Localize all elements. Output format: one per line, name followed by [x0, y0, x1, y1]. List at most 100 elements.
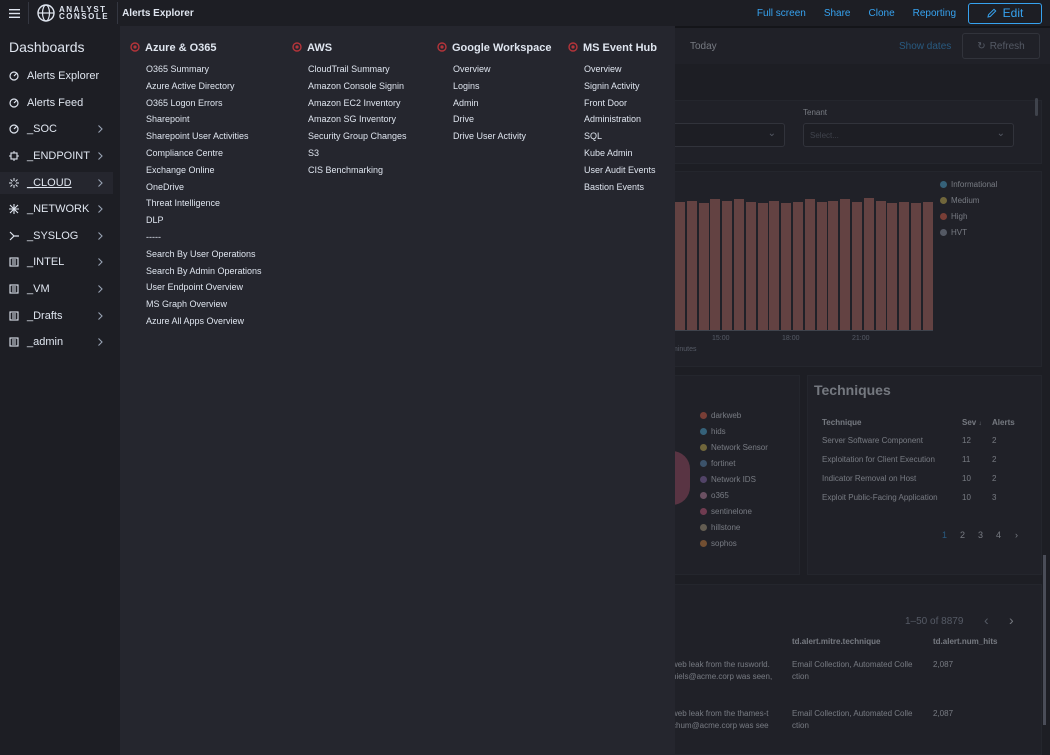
technique-column-header[interactable]: Technique — [822, 418, 862, 427]
menu-item[interactable]: CloudTrail Summary — [308, 64, 390, 74]
edit-button[interactable]: Edit — [968, 2, 1042, 24]
menu-item[interactable]: Administration — [584, 114, 642, 125]
histogram-bar[interactable] — [710, 199, 721, 330]
histogram-bar[interactable] — [793, 202, 803, 330]
menu-item[interactable]: MS Graph Overview — [146, 299, 228, 310]
menu-item[interactable]: Exchange Online — [146, 164, 215, 175]
menu-item[interactable]: Azure All Apps Overview — [146, 315, 245, 326]
sidebar-item-endpoint[interactable]: _ENDPOINT — [0, 145, 113, 167]
menu-item[interactable]: Security Group Changes — [308, 131, 407, 142]
technique-column-header[interactable]: td.alert.mitre.technique — [792, 637, 881, 646]
menu-item[interactable]: O365 Summary — [146, 64, 210, 74]
full-screen-link[interactable]: Full screen — [756, 7, 806, 19]
sidebar-item-vm[interactable]: _VM — [0, 278, 113, 300]
menu-item[interactable]: Admin — [453, 97, 479, 108]
today-quick-select[interactable]: Today — [690, 41, 717, 52]
menu-item[interactable]: Compliance Centre — [146, 147, 224, 158]
menu-item[interactable]: Threat Intelligence — [146, 198, 221, 209]
show-dates-link[interactable]: Show dates — [899, 41, 952, 52]
menu-item[interactable]: Azure Active Directory — [146, 80, 235, 91]
legend-item[interactable]: High — [940, 212, 967, 221]
menu-item[interactable]: User Endpoint Overview — [146, 282, 244, 293]
menu-item[interactable]: S3 — [308, 147, 320, 158]
histogram-bar[interactable] — [911, 203, 921, 330]
histogram-bar[interactable] — [922, 202, 933, 330]
filter-scrollbar[interactable] — [1035, 98, 1038, 116]
source-legend-item[interactable]: o365 — [700, 491, 729, 500]
source-legend-item[interactable]: sophos — [700, 539, 737, 548]
source-legend-item[interactable]: hillstone — [700, 523, 740, 532]
source-legend-item[interactable]: hids — [700, 427, 726, 436]
histogram-bar[interactable] — [698, 203, 709, 330]
sidebar-item-drafts[interactable]: _Drafts — [0, 305, 113, 327]
menu-item[interactable]: DLP — [146, 215, 164, 226]
source-legend-item[interactable]: sentinelone — [700, 507, 752, 516]
histogram-bar[interactable] — [781, 203, 792, 330]
histogram-bar[interactable] — [745, 202, 756, 330]
source-legend-item[interactable]: darkweb — [700, 411, 741, 420]
histogram-bar[interactable] — [757, 203, 768, 330]
menu-item[interactable]: Drive — [453, 114, 475, 125]
prev-page-icon[interactable]: ‹ — [984, 612, 989, 628]
legend-item[interactable]: Informational — [940, 180, 997, 189]
menu-item[interactable]: Logins — [453, 80, 480, 91]
breadcrumb[interactable]: Alerts Explorer — [122, 7, 194, 19]
legend-item[interactable]: Medium — [940, 196, 979, 205]
reporting-link[interactable]: Reporting — [912, 7, 956, 19]
menu-item[interactable]: Kube Admin — [584, 147, 633, 158]
histogram-bar[interactable] — [769, 201, 780, 330]
menu-item[interactable]: OneDrive — [146, 181, 185, 192]
histogram-bar[interactable] — [828, 201, 839, 330]
source-legend-item[interactable]: fortinet — [700, 459, 735, 468]
clone-link[interactable]: Clone — [868, 7, 895, 19]
histogram-bar[interactable] — [852, 202, 862, 330]
source-legend-item[interactable]: Network IDS — [700, 475, 756, 484]
menu-item[interactable]: Front Door — [584, 97, 628, 108]
page-2[interactable]: 2 — [960, 530, 966, 540]
menu-item[interactable]: Search By Admin Operations — [146, 265, 262, 276]
histogram-bar[interactable] — [722, 201, 733, 330]
sev-column-header[interactable]: Sev ↓ — [962, 418, 981, 427]
histogram-bar[interactable] — [875, 201, 886, 330]
histogram-bar[interactable] — [840, 199, 851, 330]
next-page-icon[interactable]: › — [1015, 530, 1018, 540]
num-hits-column-header[interactable]: td.alert.num_hits — [933, 637, 998, 646]
page-1[interactable]: 1 — [942, 530, 948, 540]
menu-item[interactable]: CIS Benchmarking — [308, 164, 384, 175]
menu-item[interactable]: O365 Logon Errors — [146, 97, 223, 108]
histogram-bar[interactable] — [734, 199, 744, 330]
page-scrollbar[interactable] — [1043, 555, 1046, 725]
next-page-icon[interactable]: › — [1009, 612, 1014, 628]
menu-item[interactable]: Signin Activity — [584, 80, 640, 91]
source-legend-item[interactable]: Network Sensor — [700, 443, 768, 452]
share-link[interactable]: Share — [823, 7, 851, 19]
alerts-column-header[interactable]: Alerts — [992, 418, 1015, 427]
legend-item[interactable]: HVT — [940, 228, 967, 237]
sidebar-item-network[interactable]: _NETWORK — [0, 198, 113, 220]
menu-item[interactable]: Bastion Events — [584, 181, 645, 192]
menu-item[interactable]: Amazon EC2 Inventory — [308, 97, 401, 108]
menu-item[interactable]: Amazon SG Inventory — [308, 114, 397, 125]
menu-item[interactable]: Sharepoint User Activities — [146, 131, 249, 142]
sidebar-item-alerts-feed[interactable]: Alerts Feed — [0, 92, 113, 114]
page-4[interactable]: 4 — [996, 530, 1002, 540]
sidebar-item-cloud[interactable]: _CLOUD — [0, 172, 113, 194]
menu-item[interactable]: Overview — [453, 64, 491, 74]
histogram-bar[interactable] — [887, 203, 898, 330]
menu-item[interactable]: Sharepoint — [146, 114, 190, 125]
menu-item[interactable]: User Audit Events — [584, 164, 656, 175]
menu-icon[interactable] — [0, 0, 28, 26]
menu-item[interactable]: Amazon Console Signin — [308, 80, 405, 91]
histogram-bar[interactable] — [899, 202, 910, 330]
sidebar-item-alerts-explorer[interactable]: Alerts Explorer — [0, 65, 113, 87]
sidebar-item-intel[interactable]: _INTEL — [0, 251, 113, 273]
menu-item[interactable]: Drive User Activity — [453, 131, 527, 142]
menu-item[interactable]: Overview — [584, 64, 622, 74]
tenant-select[interactable]: Select... ⌄ — [803, 123, 1014, 147]
refresh-button[interactable]: ↻ Refresh — [962, 33, 1040, 59]
menu-item[interactable]: SQL — [584, 131, 603, 142]
histogram-bar[interactable] — [816, 202, 827, 330]
sidebar-item-syslog[interactable]: _SYSLOG — [0, 225, 113, 247]
histogram-bar[interactable] — [804, 199, 815, 330]
menu-item[interactable]: Search By User Operations — [146, 248, 256, 259]
